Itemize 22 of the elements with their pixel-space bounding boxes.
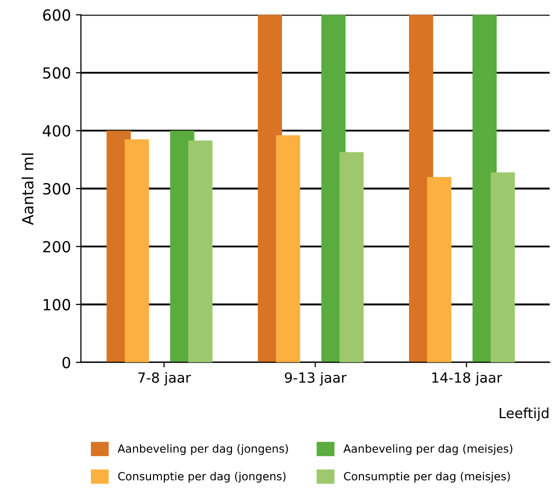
bar bbox=[427, 176, 452, 362]
y-tick-label: 0 bbox=[62, 356, 70, 368]
bar bbox=[188, 140, 212, 362]
legend-label: Aanbeveling per dag (meisjes) bbox=[343, 444, 512, 455]
bar bbox=[276, 135, 300, 362]
y-tick-label: 600 bbox=[43, 9, 70, 21]
y-tick-label: 200 bbox=[43, 240, 70, 253]
y-tick-label: 500 bbox=[43, 67, 70, 79]
bar bbox=[339, 152, 364, 362]
x-tick-label: 14-18 jaar bbox=[432, 372, 502, 386]
bar bbox=[490, 172, 515, 362]
x-tick-label: 9-13 jaar bbox=[284, 372, 347, 386]
x-tick-label: 7-8 jaar bbox=[138, 372, 191, 386]
bar bbox=[124, 139, 149, 362]
y-tick-label: 400 bbox=[42, 125, 70, 137]
legend-label: Consumptie per dag (jongens) bbox=[118, 472, 286, 483]
y-axis-title: Aantal ml bbox=[22, 153, 34, 225]
legend-label: Consumptie per dag (meisjes) bbox=[344, 472, 510, 483]
y-tick-label: 100 bbox=[44, 298, 70, 310]
x-axis-title: Leeftijd bbox=[500, 408, 548, 421]
y-tick-label: 300 bbox=[43, 183, 70, 195]
legend-label: Aanbeveling per dag (jongens) bbox=[118, 444, 288, 455]
